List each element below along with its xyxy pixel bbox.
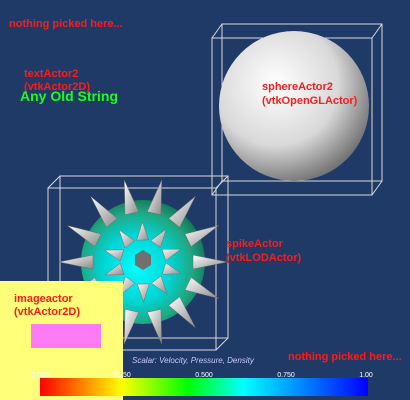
spike-cone [150,228,167,248]
scalar-tick: 0.250 [113,372,131,379]
scalar-tick: 0.500 [195,372,213,379]
spike-actor-class: (vtkLODActor) [226,252,302,264]
scalar-tick: 0.750 [277,372,295,379]
spike-cone [136,221,150,241]
spike-cone [184,225,219,247]
spike-cone [161,248,182,261]
text-actor-name: textActor2 [24,68,79,80]
spike-cone [146,180,162,216]
text-actor[interactable]: Any Old String [20,88,118,104]
spike-cone [104,263,125,276]
spike-cone [184,277,219,299]
spike-cone [168,296,196,328]
spike-cone [90,196,118,228]
spike-cone [124,308,140,344]
scalar-bar-title: Scalar: Velocity, Pressure, Density [132,356,254,365]
spike-cone [58,254,94,270]
sphere-actor-name: sphereActor2 [262,81,333,93]
image-actor-name: imageactor [14,293,73,305]
image-swatch [31,324,101,348]
sphere-actor[interactable] [219,31,369,181]
spike-cone [104,249,125,262]
scalar-tick: 0.000 [31,372,49,379]
scalar-bar[interactable] [40,378,368,396]
sphere-actor-class: (vtkOpenGLActor) [262,95,358,107]
pick-status-top: nothing picked here... [9,18,123,30]
spike-cone [150,275,168,295]
spike-cone [118,229,136,249]
image-actor-class: (vtkActor2D) [14,306,81,318]
spike-cone [136,283,150,303]
spike-cone [124,180,140,216]
spike-actor-name: spikeActor [226,238,283,250]
text-actor-class: (vtkActor2D) [24,81,91,93]
spike-cone [192,254,228,270]
spike-cone [67,225,102,247]
spike-cone [146,308,162,344]
pick-status-bottom: nothing picked here... [288,351,402,363]
spike-cone [161,262,182,275]
scalar-tick: 1.00 [359,372,373,379]
spike-cone [168,196,196,228]
